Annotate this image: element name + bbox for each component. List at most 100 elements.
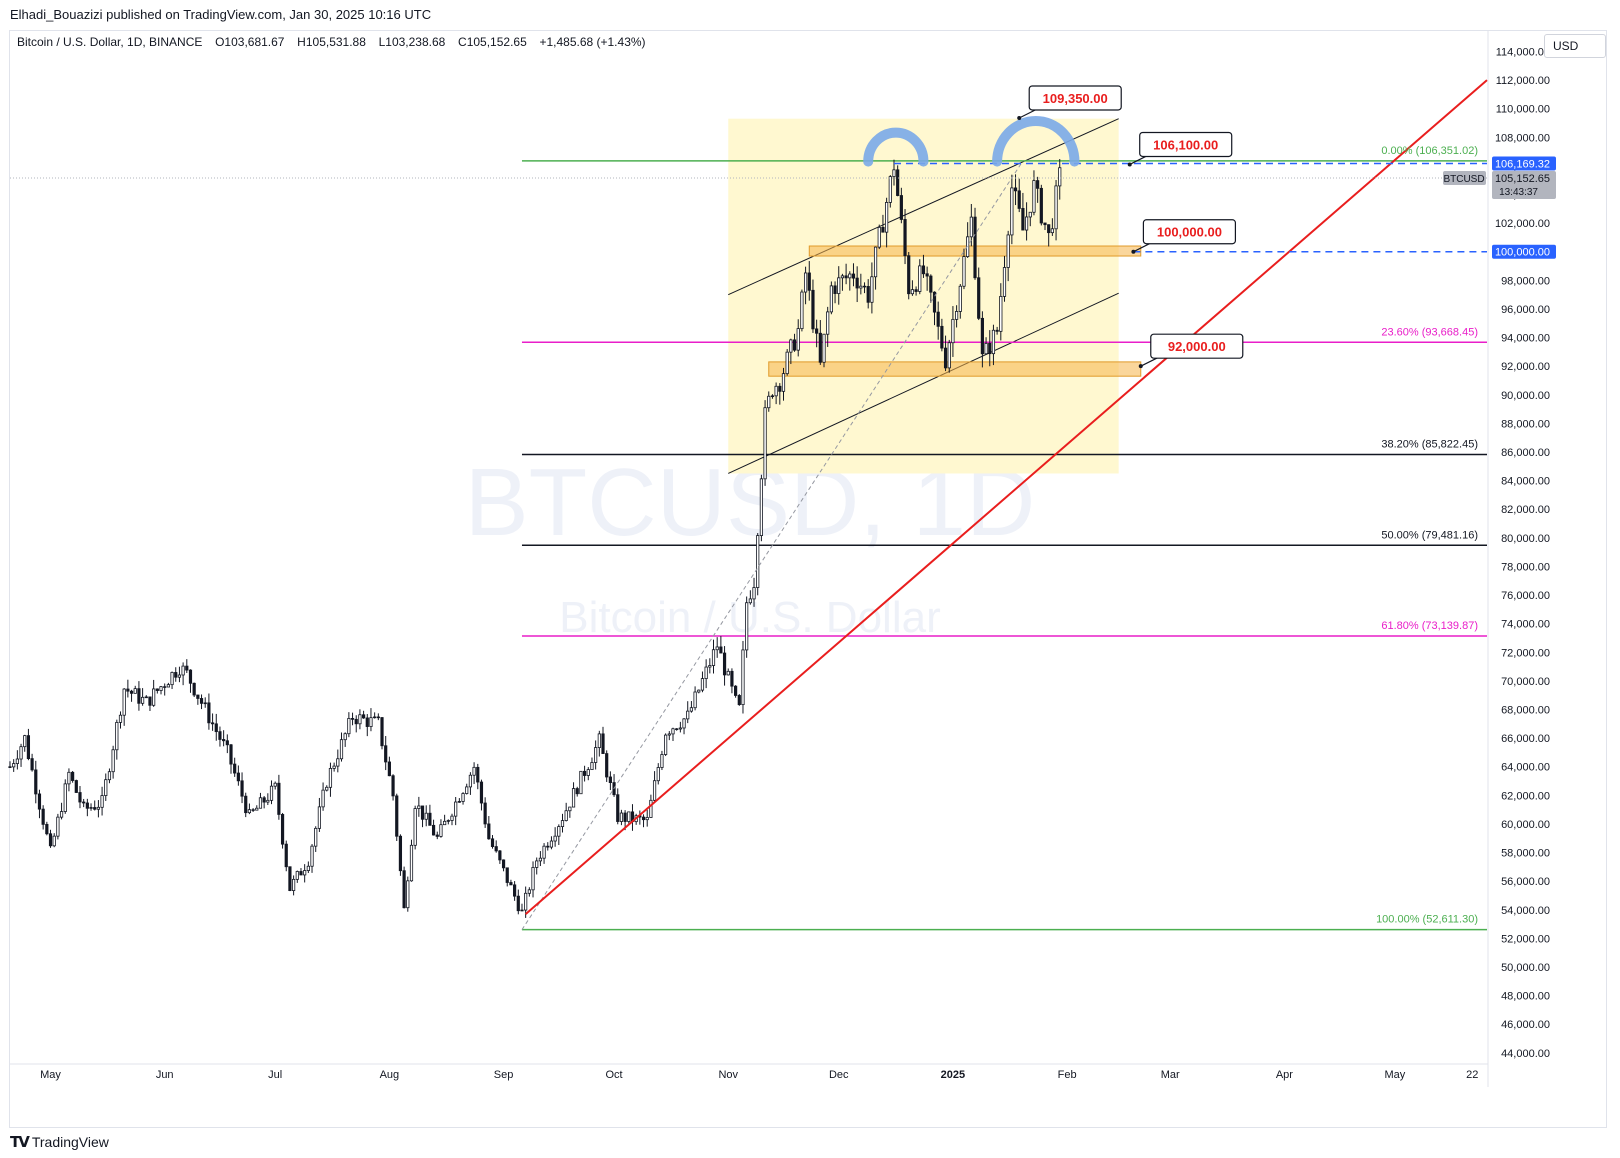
axes-layer: 44,000.00 46,000.00 48,000.00 50,000.00 52,0… (10, 30, 1550, 1087)
price-tick-label: 88,000.00 (1501, 418, 1550, 430)
candle-body (52, 835, 56, 847)
candle-body (553, 835, 557, 842)
candle-body (730, 670, 734, 687)
candle-body (734, 685, 738, 696)
candle-body (568, 806, 572, 812)
candle-body (45, 823, 49, 835)
candle-body (424, 812, 428, 820)
candle-body (141, 696, 145, 704)
candle-body (465, 786, 469, 794)
callout-box[interactable] (1028, 85, 1122, 111)
candle-body (409, 844, 414, 882)
candle-body (896, 169, 900, 196)
fib-diagonal-line[interactable] (521, 160, 1024, 930)
candle-body (222, 739, 226, 742)
legend-low: 103,238.68 (385, 35, 446, 49)
candle-body (903, 219, 907, 257)
candle-body (240, 780, 244, 797)
legend-open-label: O (215, 35, 225, 49)
price-tick-label: 70,000.00 (1501, 676, 1550, 688)
candle-body (188, 669, 193, 684)
candle-body (991, 329, 996, 355)
candle-body (82, 801, 86, 804)
candle-body (498, 850, 502, 861)
candle-body (763, 407, 767, 480)
candle-body (358, 714, 362, 725)
candle-body (722, 652, 727, 676)
last-price-text: 105,152.65 (1495, 173, 1550, 185)
candle-body (829, 285, 833, 313)
candle-body (59, 811, 64, 818)
candle-body (988, 343, 992, 355)
chart-legend: Bitcoin / U.S. Dollar, 1D, BINANCE O 103,… (17, 35, 646, 49)
candle-body (664, 734, 668, 755)
legend-symbol[interactable]: Bitcoin / U.S. Dollar, 1D, BINANCE (17, 35, 203, 49)
candle-body (678, 727, 682, 730)
candle-body (619, 812, 624, 822)
candle-body (656, 767, 660, 782)
candle-body (233, 763, 237, 774)
legend-change: +1,485.68 (+1.43%) (539, 35, 646, 49)
candle-body (380, 717, 384, 747)
candle-body (314, 827, 318, 847)
candle-body (199, 698, 204, 704)
legend-high-label: H (297, 35, 306, 49)
legend-high: 105,531.88 (305, 35, 366, 49)
price-tick-label: 64,000.00 (1501, 762, 1550, 774)
time-tick-label: 22 (1466, 1069, 1478, 1081)
top-arc-marker[interactable] (863, 127, 929, 167)
candle-body (387, 761, 391, 777)
price-tick-label: 54,000.00 (1501, 905, 1550, 917)
candle-body (251, 809, 255, 811)
candle-body (1013, 187, 1018, 192)
candle-body (704, 666, 708, 679)
candle-body (870, 276, 874, 303)
candle-body (516, 895, 520, 912)
candle-body (196, 694, 200, 699)
candle-body (1024, 216, 1029, 231)
callout-text: 92,000.00 (1168, 339, 1226, 354)
callout-text: 100,000.00 (1157, 225, 1222, 240)
price-tick-label: 56,000.00 (1501, 876, 1550, 888)
top-arc-marker[interactable] (992, 116, 1080, 167)
candle-body (89, 807, 93, 809)
candle-body (483, 802, 487, 825)
price-tick-label: 96,000.00 (1501, 304, 1550, 316)
price-tick-label: 48,000.00 (1501, 991, 1550, 1003)
candle-body (218, 731, 222, 740)
candle-body (74, 780, 78, 793)
time-tick-label: Mar (1161, 1069, 1180, 1081)
candle-body (350, 718, 355, 720)
currency-selector[interactable]: USD (1544, 34, 1606, 58)
candle-body (1028, 211, 1032, 218)
candle-body (715, 646, 719, 651)
price-level-badge-text: 100,000.00 (1495, 247, 1550, 259)
candle-body (277, 782, 281, 815)
channel-upper-line[interactable] (728, 118, 1119, 296)
candle-body (71, 771, 75, 781)
time-tick-label: Dec (829, 1069, 849, 1081)
candle-body (30, 758, 34, 771)
candle-body (336, 758, 340, 767)
time-tick-label: May (1385, 1069, 1406, 1081)
price-tick-label: 78,000.00 (1501, 561, 1550, 573)
trendline[interactable] (525, 79, 1488, 915)
candle-body (255, 807, 259, 811)
candle-body (137, 688, 141, 704)
callout-box[interactable] (1139, 131, 1233, 158)
candle-body (343, 733, 347, 741)
price-tick-label: 108,000.00 (1495, 132, 1550, 144)
support-zone[interactable] (768, 361, 1142, 377)
callout-box[interactable] (1150, 333, 1244, 359)
candle-body (295, 871, 299, 880)
candle-body (520, 909, 524, 912)
candle-body (660, 754, 664, 768)
candle-body (1050, 228, 1054, 234)
candle-body (159, 686, 163, 691)
candle-body (328, 768, 333, 788)
callout-box[interactable] (1142, 219, 1237, 245)
time-tick-label: Nov (718, 1069, 738, 1081)
channel-lower-line[interactable] (728, 292, 1119, 474)
tradingview-brand[interactable]: TV TradingView (10, 1133, 109, 1151)
